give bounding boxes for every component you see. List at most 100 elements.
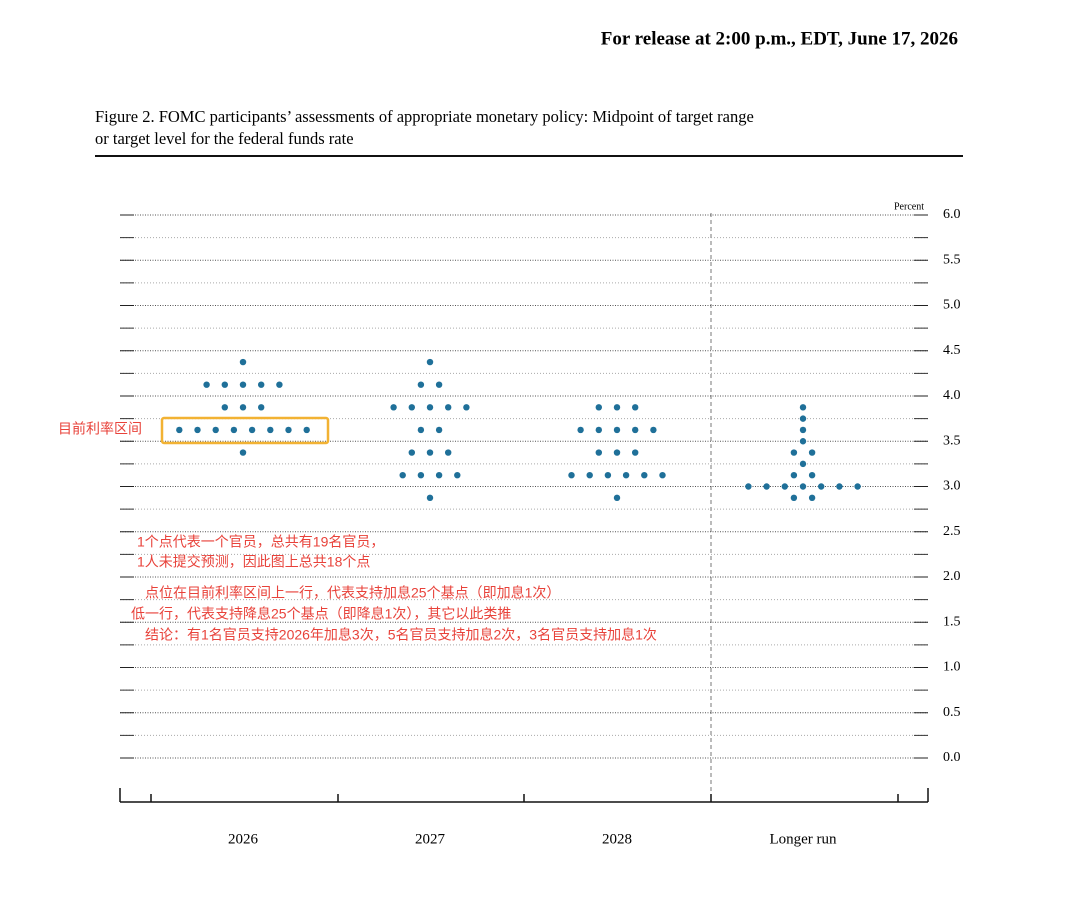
dot	[854, 483, 861, 490]
dot	[613, 404, 621, 411]
dot	[435, 471, 443, 479]
dot	[417, 381, 425, 388]
dot	[799, 460, 807, 468]
dot	[836, 483, 843, 490]
dot	[463, 404, 470, 411]
dot	[203, 381, 210, 388]
dot	[745, 483, 752, 490]
dot	[799, 438, 807, 445]
dot	[212, 426, 219, 434]
dot	[267, 426, 274, 434]
note: 1个点代表一个官员，总共有19名官员，	[137, 534, 384, 550]
dot	[818, 483, 825, 490]
x-axis-ticks	[119, 788, 929, 802]
note: 1人未提交预测，因此图上总共18个点	[137, 554, 370, 570]
x-tick-label: Longer run	[769, 831, 837, 847]
dot	[221, 404, 228, 411]
dot	[408, 404, 415, 411]
dot	[808, 471, 816, 479]
dot	[595, 404, 602, 411]
dot	[632, 449, 639, 456]
dot	[239, 358, 247, 366]
dot	[454, 471, 461, 479]
dot	[303, 426, 310, 434]
y-unit: Percent	[894, 201, 924, 212]
y-tick-label: 0.0	[943, 750, 961, 765]
dot	[799, 483, 807, 490]
y-tick-label: 0.5	[943, 705, 961, 720]
dot	[604, 471, 612, 479]
dot	[276, 381, 283, 388]
dot	[799, 415, 807, 422]
release-header: For release at 2:00 p.m., EDT, June 17, …	[601, 28, 958, 49]
dot	[435, 426, 443, 434]
y-tick-label: 5.5	[943, 252, 961, 267]
dot	[426, 358, 434, 366]
dot	[632, 404, 639, 411]
y-tick-label: 2.0	[943, 569, 961, 584]
dot	[426, 404, 434, 411]
y-tick-label: 6.0	[943, 207, 961, 222]
dot	[426, 494, 434, 502]
x-tick-label: 2027	[415, 831, 446, 847]
figure-title: or target level for the federal funds ra…	[95, 129, 354, 148]
y-tick-label: 4.0	[943, 388, 961, 403]
dot	[659, 471, 666, 479]
dot	[808, 494, 816, 502]
dot	[239, 449, 247, 456]
dot	[426, 449, 434, 456]
dot	[577, 426, 584, 434]
dot	[194, 426, 201, 434]
dot	[622, 471, 630, 479]
y-tick-label: 1.5	[943, 614, 961, 629]
dot	[613, 449, 621, 456]
dot	[808, 449, 816, 456]
dot	[790, 494, 798, 502]
dot	[390, 404, 397, 411]
y-tick-label: 2.5	[943, 524, 961, 539]
dot	[632, 426, 639, 434]
y-tick-label: 3.0	[943, 479, 961, 494]
current-range-label: 目前利率区间	[58, 421, 142, 437]
dot	[445, 404, 452, 411]
dot	[399, 471, 406, 479]
dot	[435, 381, 443, 388]
dot	[595, 449, 602, 456]
current-range-box	[160, 416, 330, 445]
dot	[641, 471, 648, 479]
x-tick-label: 2028	[602, 831, 632, 847]
dot	[568, 471, 575, 479]
dot	[230, 426, 238, 434]
dot	[613, 426, 621, 434]
dot	[417, 426, 425, 434]
note: 低一行，代表支持降息25个基点（即降息1次），其它以此类推	[131, 606, 511, 622]
dot	[239, 404, 247, 411]
dot	[799, 404, 807, 411]
y-tick-label: 1.0	[943, 660, 961, 675]
y-tick-label: 5.0	[943, 298, 961, 313]
note: 点位在目前利率区间上一行，代表支持加息25个基点（即加息1次）	[145, 585, 560, 601]
dot	[417, 471, 425, 479]
dot	[445, 449, 452, 456]
y-tick-label: 4.5	[943, 343, 961, 358]
dot	[586, 471, 593, 479]
dot	[408, 449, 415, 456]
dot	[763, 483, 770, 490]
dot	[248, 426, 256, 434]
note: 结论：有1名官员支持2026年加息3次，5名官员支持加息2次，3名官员支持加息1…	[145, 627, 657, 643]
x-tick-label: 2026	[228, 831, 259, 847]
y-tick-label: 3.5	[943, 433, 961, 448]
dot	[258, 404, 265, 411]
dot	[176, 426, 183, 434]
dot	[239, 381, 247, 388]
dot	[781, 483, 788, 490]
dot	[613, 494, 621, 502]
dot	[258, 381, 265, 388]
dot	[595, 426, 602, 434]
figure-title: Figure 2. FOMC participants’ assessments…	[95, 107, 754, 126]
dot	[790, 449, 798, 456]
dot	[790, 471, 798, 479]
dot	[799, 426, 807, 434]
dot	[221, 381, 228, 388]
